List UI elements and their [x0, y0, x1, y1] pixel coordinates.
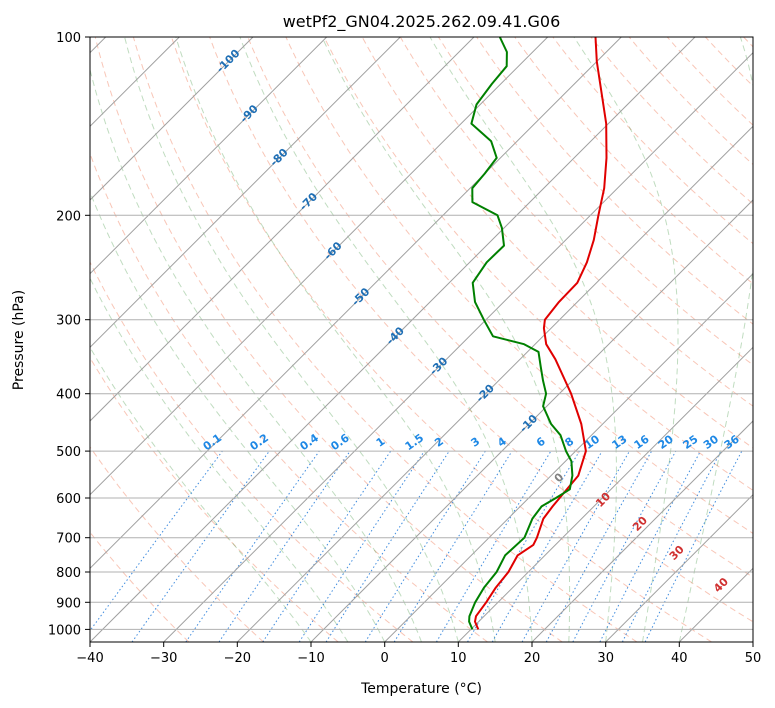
isotherm-line — [310, 199, 753, 642]
mixing-ratio-line — [521, 450, 630, 642]
x-tick-label: 10 — [450, 651, 467, 666]
isotherm-line — [163, 51, 753, 642]
y-tick-label: 1000 — [48, 623, 81, 638]
dry-adiabat-line — [132, 37, 638, 642]
isotherm-line — [90, 37, 475, 422]
dry-adiabat-line — [590, 37, 753, 205]
y-axis-title: Pressure (hPa) — [11, 290, 27, 390]
moist-adiabat-line — [573, 37, 679, 642]
isotherm-line — [90, 37, 696, 642]
x-tick-label: −30 — [150, 651, 177, 666]
y-tick-label: 100 — [56, 31, 81, 46]
dry-adiabat-line — [247, 37, 753, 578]
isotherm-line — [457, 346, 753, 642]
y-tick-label: 600 — [56, 492, 81, 507]
x-tick-label: 30 — [597, 651, 614, 666]
dry-adiabat-line — [90, 446, 264, 642]
chart-title: wetPf2_GN04.2025.262.09.41.G06 — [283, 12, 561, 32]
dry-adiabat-line — [361, 37, 753, 449]
mixing-ratio-line — [393, 450, 513, 642]
grid-lines — [90, 37, 753, 642]
moist-adiabat-line — [321, 37, 571, 642]
y-tick-label: 500 — [56, 445, 81, 460]
x-tick-label: −40 — [76, 651, 103, 666]
x-axis-title: Temperature (°C) — [360, 681, 482, 697]
x-axis-ticks: −40 −30 −20 −10 0 10 20 30 40 50 — [76, 642, 761, 666]
y-tick-label: 700 — [56, 532, 81, 547]
dry-adiabat-line — [171, 37, 712, 642]
y-tick-label: 300 — [56, 314, 81, 329]
isotherm-line — [90, 37, 254, 201]
dry-adiabat-line — [628, 37, 753, 166]
isotherm-line — [90, 37, 401, 349]
mixing-ratio-line — [131, 450, 270, 642]
y-tick-label: 200 — [56, 209, 81, 224]
moist-adiabat-line — [90, 277, 349, 642]
isotherm-line — [605, 493, 753, 642]
mixing-ratio-line — [325, 450, 450, 642]
moist-adiabat-line — [90, 190, 386, 642]
mixing-ratio-line — [572, 450, 677, 642]
isotherm-line — [384, 272, 753, 642]
mixing-ratio-line — [644, 450, 743, 642]
x-tick-label: −10 — [297, 651, 324, 666]
moist-adiabat-line — [124, 37, 459, 642]
moist-adiabat-line — [239, 37, 533, 642]
moist-adiabat-line — [429, 37, 617, 642]
x-tick-label: 50 — [745, 651, 762, 666]
dry-adiabat-line — [399, 37, 753, 407]
sounding-profiles — [468, 37, 608, 630]
moist-adiabat-line — [90, 67, 422, 642]
dry-adiabat-line — [90, 260, 414, 642]
isotherm-line — [90, 37, 549, 496]
y-axis-ticks: 1000 900 800 700 600 500 400 300 200 100 — [48, 31, 90, 638]
dry-adiabat-line — [437, 37, 753, 366]
x-tick-label: 40 — [671, 651, 688, 666]
temperature-profile-line — [474, 37, 608, 630]
moist-adiabat-line — [678, 37, 753, 642]
dry-adiabat-line — [476, 37, 753, 325]
isotherm-line — [531, 420, 753, 642]
x-tick-label: −20 — [224, 651, 251, 666]
isotherm-line — [90, 37, 328, 275]
dry-adiabat-line — [285, 37, 753, 535]
y-tick-label: 900 — [56, 596, 81, 611]
mixing-ratio-line — [262, 450, 392, 642]
mixing-ratio-line — [298, 450, 425, 642]
dry-adiabat-line — [94, 37, 563, 642]
mixing-ratio-line — [545, 450, 653, 642]
dry-adiabat-line — [90, 152, 488, 642]
mixing-ratio-line — [185, 450, 320, 642]
plot-frame — [89, 36, 754, 643]
mixing-ratio-line — [218, 450, 351, 642]
x-tick-label: 20 — [524, 651, 541, 666]
y-tick-label: 800 — [56, 566, 81, 581]
isotherm-line — [90, 37, 622, 570]
isotherm-line — [236, 125, 753, 642]
mixing-ratio-line — [90, 450, 223, 632]
x-tick-label: 0 — [381, 651, 389, 666]
y-tick-label: 400 — [56, 388, 81, 403]
dewpoint-profile-line — [468, 37, 574, 630]
